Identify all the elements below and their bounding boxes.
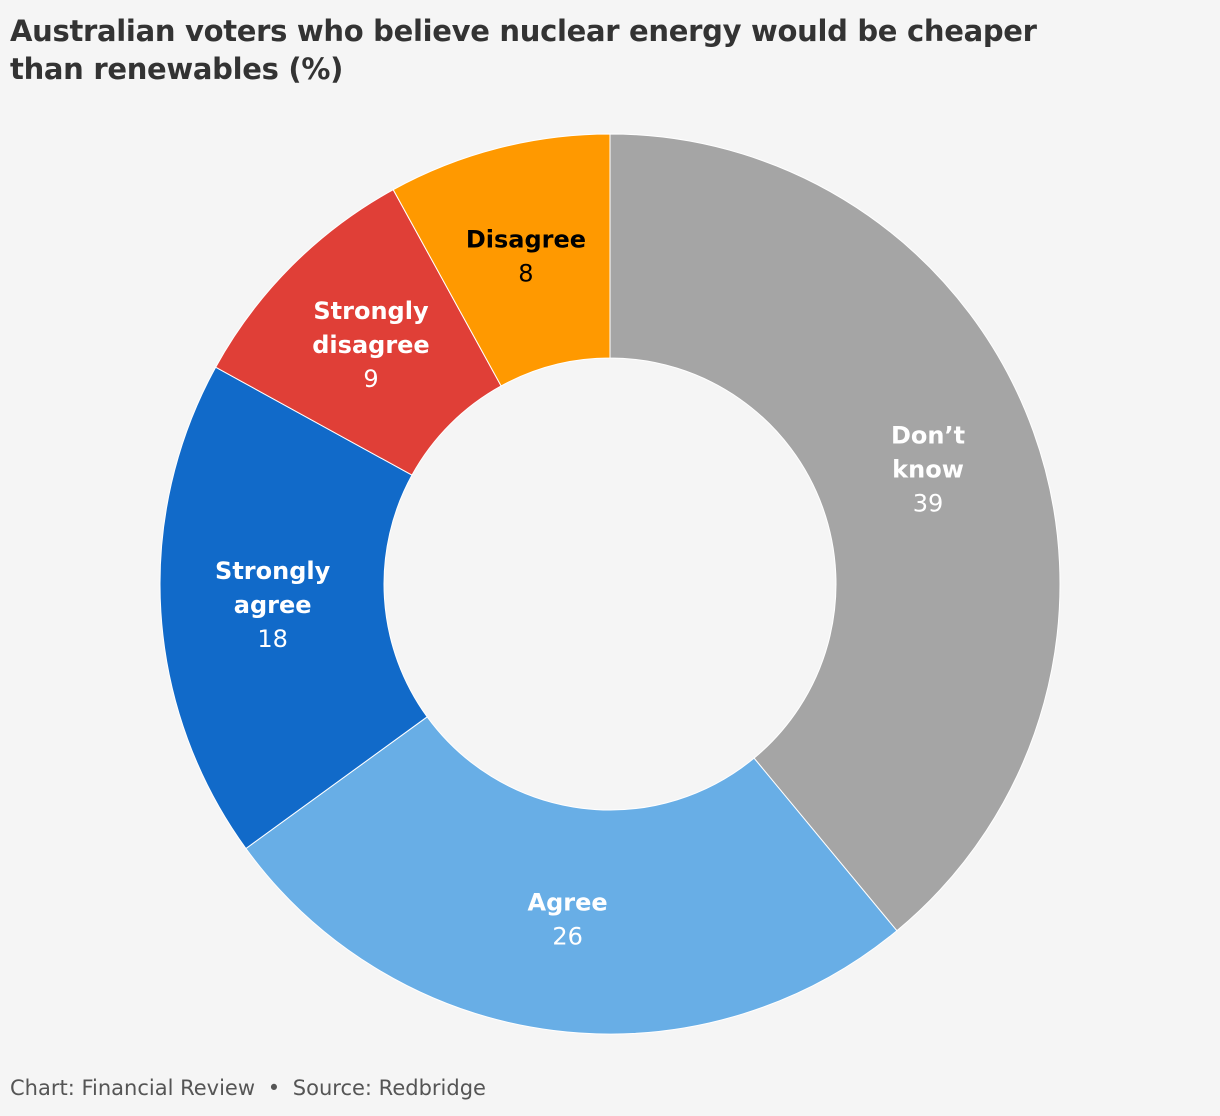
slice-name-strongly-agree: agree [234,591,312,619]
slice-don-t-know [609,133,1061,932]
slice-label-agree: Agree 26 [528,888,608,950]
slice-value-disagree: 8 [518,260,533,288]
slice-disagree [392,133,611,387]
slice-value-don-t-know: 39 [913,490,944,518]
donut-slices [159,133,1061,1035]
slice-name-strongly-agree: Strongly [215,557,331,585]
slice-label-don-t-know: Don’t know 39 [891,422,965,518]
chart-source: Source: Redbridge [292,1076,486,1100]
slice-name-don-t-know: Don’t [891,422,965,450]
slice-value-strongly-disagree: 9 [363,365,378,393]
slice-name-agree: Agree [528,888,608,916]
slice-value-agree: 26 [552,922,583,950]
slice-label-strongly-agree: Strongly agree 18 [215,557,331,653]
chart-credit: Chart: Financial Review [10,1076,256,1100]
slice-name-strongly-disagree: Strongly [313,297,429,325]
slice-strongly-agree [159,366,428,850]
chart-footer: Chart: Financial Review • Source: Redbri… [10,1074,486,1102]
slice-label-strongly-disagree: Strongly disagree 9 [312,297,429,393]
slice-name-disagree: Disagree [466,226,586,254]
slice-value-strongly-agree: 18 [257,625,288,653]
slice-agree [245,716,898,1035]
slice-name-strongly-disagree: disagree [312,331,429,359]
slice-label-disagree: Disagree 8 [466,226,586,288]
chart-title: Australian voters who believe nuclear en… [10,14,1037,86]
slice-name-don-t-know: know [892,456,964,484]
footer-separator: • [267,1076,281,1100]
